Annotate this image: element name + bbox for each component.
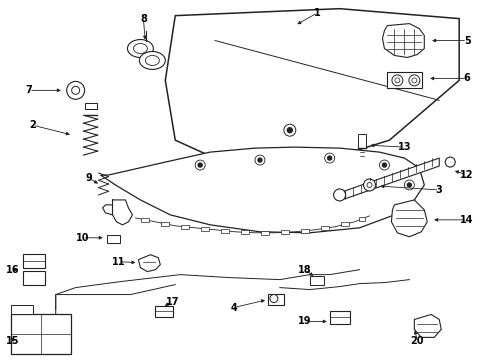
Circle shape bbox=[195, 160, 205, 170]
Polygon shape bbox=[165, 9, 458, 165]
Bar bbox=[358, 217, 364, 221]
Text: 20: 20 bbox=[410, 336, 423, 346]
Polygon shape bbox=[344, 158, 438, 199]
Bar bbox=[155, 306, 173, 318]
Circle shape bbox=[408, 75, 419, 86]
Bar bbox=[11, 305, 33, 315]
Circle shape bbox=[391, 75, 402, 86]
Circle shape bbox=[66, 81, 84, 99]
Text: 7: 7 bbox=[25, 85, 32, 95]
Text: 11: 11 bbox=[112, 257, 125, 267]
Circle shape bbox=[283, 124, 295, 136]
Text: 4: 4 bbox=[230, 302, 237, 312]
Circle shape bbox=[363, 179, 375, 191]
Bar bbox=[181, 225, 189, 229]
Bar bbox=[267, 293, 283, 305]
Bar bbox=[241, 230, 248, 234]
Ellipse shape bbox=[127, 40, 153, 58]
Bar bbox=[221, 229, 228, 233]
Text: 13: 13 bbox=[397, 142, 410, 152]
Text: 1: 1 bbox=[314, 8, 321, 18]
Text: 3: 3 bbox=[435, 185, 442, 195]
Text: 17: 17 bbox=[165, 297, 179, 306]
Bar bbox=[386, 72, 422, 88]
Text: 10: 10 bbox=[76, 233, 89, 243]
Polygon shape bbox=[382, 24, 424, 58]
Circle shape bbox=[333, 189, 345, 201]
Ellipse shape bbox=[139, 51, 165, 69]
Bar bbox=[201, 227, 209, 231]
Bar bbox=[141, 218, 149, 222]
Bar bbox=[300, 229, 308, 233]
Bar bbox=[309, 276, 323, 285]
Bar bbox=[11, 315, 71, 354]
Circle shape bbox=[379, 160, 388, 170]
Bar bbox=[280, 230, 288, 234]
Text: 9: 9 bbox=[85, 173, 92, 183]
Ellipse shape bbox=[133, 44, 147, 54]
Bar bbox=[357, 134, 365, 148]
Circle shape bbox=[324, 153, 334, 163]
Circle shape bbox=[407, 183, 410, 187]
Polygon shape bbox=[101, 147, 424, 233]
Bar bbox=[84, 103, 96, 109]
Circle shape bbox=[254, 155, 264, 165]
Polygon shape bbox=[390, 200, 427, 237]
Ellipse shape bbox=[145, 55, 159, 66]
Bar bbox=[106, 235, 120, 243]
Text: 16: 16 bbox=[6, 265, 20, 275]
Bar bbox=[261, 231, 268, 235]
Text: 18: 18 bbox=[297, 265, 311, 275]
Text: 8: 8 bbox=[140, 14, 146, 24]
Circle shape bbox=[404, 180, 413, 190]
Circle shape bbox=[394, 78, 399, 83]
Polygon shape bbox=[138, 255, 160, 272]
Text: 14: 14 bbox=[459, 215, 473, 225]
Circle shape bbox=[411, 78, 416, 83]
Bar bbox=[340, 222, 348, 226]
Text: 2: 2 bbox=[29, 120, 36, 130]
Circle shape bbox=[72, 86, 80, 94]
Bar bbox=[320, 226, 328, 230]
Circle shape bbox=[258, 158, 262, 162]
Circle shape bbox=[287, 128, 292, 133]
Bar bbox=[161, 222, 169, 226]
Text: 6: 6 bbox=[463, 73, 469, 84]
Text: 19: 19 bbox=[297, 316, 311, 327]
Text: 12: 12 bbox=[459, 170, 473, 180]
Polygon shape bbox=[413, 315, 440, 337]
Circle shape bbox=[269, 294, 277, 302]
Text: 15: 15 bbox=[6, 336, 20, 346]
Circle shape bbox=[198, 163, 202, 167]
Circle shape bbox=[366, 183, 371, 188]
Circle shape bbox=[327, 156, 331, 160]
Text: 5: 5 bbox=[463, 36, 469, 46]
Bar bbox=[23, 254, 45, 268]
Bar bbox=[23, 271, 45, 285]
Bar bbox=[329, 311, 349, 324]
Circle shape bbox=[382, 163, 386, 167]
Circle shape bbox=[444, 157, 454, 167]
